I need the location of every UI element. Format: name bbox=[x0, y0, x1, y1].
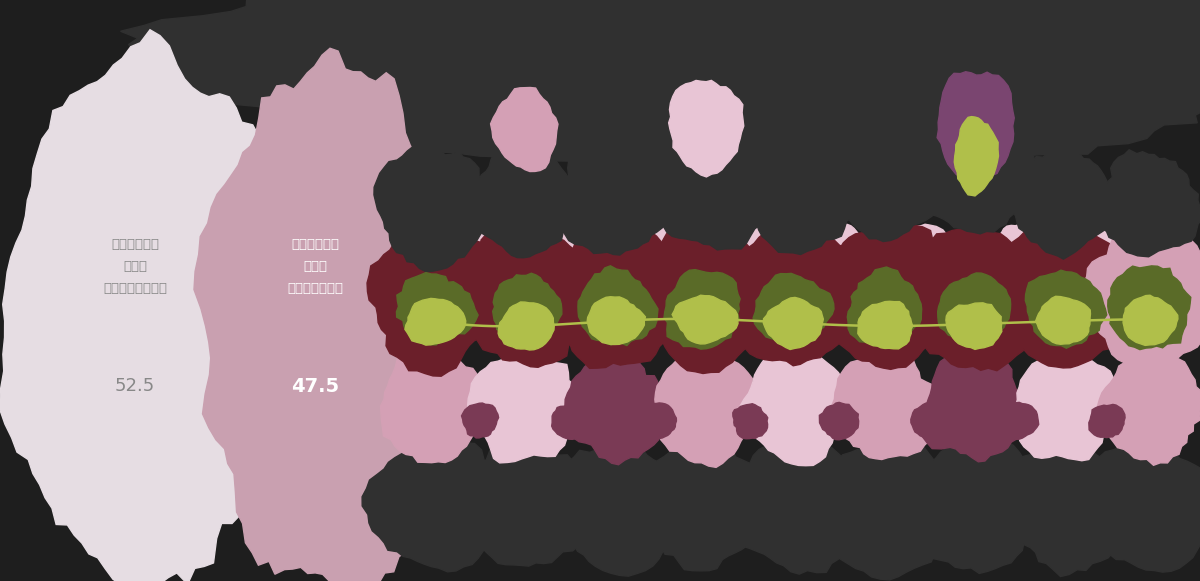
Polygon shape bbox=[946, 303, 1002, 349]
Polygon shape bbox=[668, 80, 744, 177]
Polygon shape bbox=[1036, 296, 1091, 345]
Polygon shape bbox=[1108, 266, 1190, 350]
Polygon shape bbox=[491, 88, 558, 171]
Polygon shape bbox=[1025, 270, 1106, 348]
Polygon shape bbox=[458, 440, 594, 566]
Polygon shape bbox=[493, 273, 562, 345]
Polygon shape bbox=[739, 347, 850, 466]
Polygon shape bbox=[380, 346, 484, 462]
Polygon shape bbox=[638, 224, 684, 268]
Polygon shape bbox=[362, 437, 500, 572]
Polygon shape bbox=[540, 221, 682, 368]
Polygon shape bbox=[498, 302, 554, 350]
Polygon shape bbox=[552, 135, 671, 255]
Polygon shape bbox=[367, 218, 498, 376]
Polygon shape bbox=[919, 113, 1036, 234]
Text: 普段の生活に
お花を
取り入れていない: 普段の生活に お花を 取り入れていない bbox=[103, 238, 167, 295]
Polygon shape bbox=[847, 267, 922, 347]
Polygon shape bbox=[194, 48, 458, 581]
Polygon shape bbox=[937, 273, 1010, 346]
Polygon shape bbox=[920, 352, 1028, 462]
Text: 普段の生活に
お花を
取り入れている: 普段の生活に お花を 取り入れている bbox=[287, 238, 343, 295]
Polygon shape bbox=[818, 107, 948, 242]
Polygon shape bbox=[396, 272, 478, 345]
Polygon shape bbox=[754, 274, 834, 345]
Polygon shape bbox=[1015, 349, 1121, 461]
Polygon shape bbox=[820, 403, 859, 440]
Polygon shape bbox=[458, 223, 504, 269]
Polygon shape bbox=[404, 299, 466, 345]
Polygon shape bbox=[1001, 441, 1129, 576]
Polygon shape bbox=[1097, 352, 1200, 465]
Polygon shape bbox=[830, 350, 942, 460]
Polygon shape bbox=[0, 30, 298, 581]
Polygon shape bbox=[816, 440, 953, 580]
Polygon shape bbox=[816, 224, 860, 267]
Polygon shape bbox=[908, 227, 1048, 371]
Polygon shape bbox=[118, 0, 1200, 175]
Polygon shape bbox=[672, 295, 738, 344]
Polygon shape bbox=[473, 142, 576, 258]
Polygon shape bbox=[996, 225, 1042, 271]
Polygon shape bbox=[730, 117, 859, 254]
Polygon shape bbox=[820, 222, 949, 370]
Polygon shape bbox=[937, 71, 1014, 180]
Polygon shape bbox=[733, 404, 768, 439]
Polygon shape bbox=[1096, 150, 1200, 257]
Polygon shape bbox=[727, 228, 866, 366]
Polygon shape bbox=[1002, 403, 1039, 439]
Polygon shape bbox=[1123, 295, 1178, 345]
Polygon shape bbox=[638, 438, 775, 571]
Polygon shape bbox=[910, 433, 1042, 573]
Polygon shape bbox=[587, 297, 646, 345]
Text: 52.5: 52.5 bbox=[115, 377, 155, 395]
Polygon shape bbox=[1085, 223, 1130, 268]
Polygon shape bbox=[907, 224, 950, 268]
Polygon shape bbox=[1088, 404, 1126, 437]
Polygon shape bbox=[374, 146, 490, 272]
Text: 47.5: 47.5 bbox=[290, 376, 340, 396]
Polygon shape bbox=[1080, 444, 1200, 572]
Polygon shape bbox=[552, 405, 589, 439]
Polygon shape bbox=[458, 229, 592, 367]
Polygon shape bbox=[641, 403, 677, 439]
Polygon shape bbox=[462, 403, 499, 438]
Polygon shape bbox=[548, 225, 594, 268]
Polygon shape bbox=[1009, 148, 1117, 259]
Polygon shape bbox=[724, 225, 772, 268]
Polygon shape bbox=[858, 302, 913, 349]
Polygon shape bbox=[640, 123, 766, 250]
Polygon shape bbox=[763, 297, 823, 350]
Polygon shape bbox=[578, 266, 658, 346]
Polygon shape bbox=[643, 221, 768, 374]
Polygon shape bbox=[724, 436, 857, 574]
Polygon shape bbox=[468, 355, 576, 463]
Polygon shape bbox=[546, 445, 680, 576]
Polygon shape bbox=[654, 354, 755, 467]
Polygon shape bbox=[996, 224, 1138, 368]
Polygon shape bbox=[1084, 225, 1200, 369]
Polygon shape bbox=[664, 270, 740, 349]
Polygon shape bbox=[564, 349, 670, 465]
Polygon shape bbox=[911, 403, 950, 442]
Polygon shape bbox=[954, 117, 998, 196]
